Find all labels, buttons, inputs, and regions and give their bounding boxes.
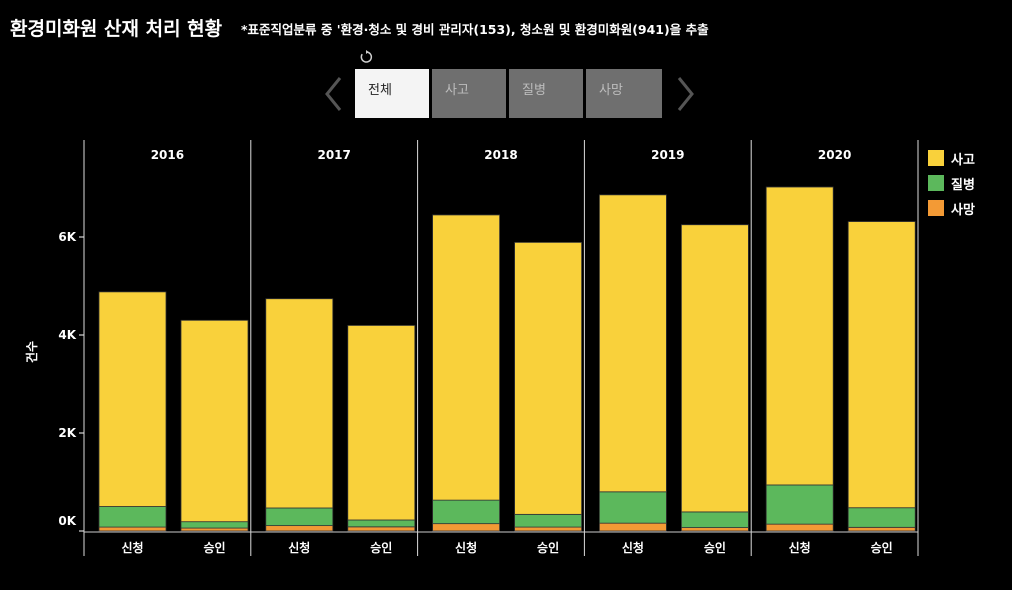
legend-swatch-death <box>928 200 944 216</box>
chevron-left-icon[interactable] <box>322 75 346 113</box>
bar-segment <box>681 225 748 512</box>
bar-segment <box>181 522 248 528</box>
category-label: 승인 <box>537 540 559 555</box>
bar-segment <box>766 485 833 524</box>
y-tick-label: 2K <box>58 426 76 440</box>
chart-title: 환경미화원 산재 처리 현황 <box>10 14 222 41</box>
bar-segment <box>181 528 248 531</box>
category-label: 신청 <box>288 540 310 555</box>
y-axis-label: 건수 <box>24 341 39 363</box>
bar-segment <box>348 325 415 520</box>
tab-death[interactable]: 사망 <box>586 69 662 118</box>
bar-segment <box>681 512 748 528</box>
year-label: 2018 <box>484 148 517 162</box>
bar-segment <box>599 492 666 523</box>
bar-segment <box>348 527 415 531</box>
tab-all[interactable]: 전체 <box>355 69 429 118</box>
y-tick-label: 6K <box>58 230 76 244</box>
tab-accident[interactable]: 사고 <box>432 69 506 118</box>
bar-segment <box>515 242 582 514</box>
bar-segment <box>599 195 666 492</box>
bar-segment <box>766 524 833 531</box>
chart-subtitle: *표준직업분류 중 '환경·청소 및 경비 관리자(153), 청소원 및 환경… <box>241 19 709 38</box>
category-label: 승인 <box>871 540 893 555</box>
year-label: 2017 <box>317 148 350 162</box>
bar-segment <box>99 507 166 528</box>
category-label: 승인 <box>370 540 392 555</box>
bar-segment <box>848 527 915 531</box>
y-tick-label: 0K <box>58 514 76 528</box>
legend-label: 질병 <box>951 174 975 193</box>
bar-segment <box>99 292 166 507</box>
y-tick-label: 4K <box>58 328 76 342</box>
category-label: 신청 <box>622 540 644 555</box>
legend-swatch-disease <box>928 175 944 191</box>
bar-segment <box>433 215 500 500</box>
bar-segment <box>266 299 333 508</box>
bar-segment <box>266 508 333 526</box>
bar-segment <box>99 527 166 531</box>
year-label: 2016 <box>151 148 184 162</box>
category-label: 신청 <box>455 540 477 555</box>
bar-segment <box>515 514 582 527</box>
legend-label: 사망 <box>951 199 975 218</box>
reset-icon[interactable] <box>359 50 373 64</box>
legend-label: 사고 <box>951 149 975 168</box>
bar-segment <box>766 187 833 485</box>
legend-swatch-accident <box>928 150 944 166</box>
chevron-right-icon[interactable] <box>673 75 697 113</box>
bar-segment <box>599 523 666 531</box>
category-label: 승인 <box>203 540 225 555</box>
year-label: 2019 <box>651 148 684 162</box>
bar-segment <box>515 527 582 531</box>
category-label: 신청 <box>121 540 143 555</box>
bar-segment <box>348 520 415 527</box>
bar-segment <box>433 500 500 524</box>
bar-segment <box>848 222 915 508</box>
category-label: 신청 <box>789 540 811 555</box>
bar-segment <box>681 528 748 531</box>
category-label: 승인 <box>704 540 726 555</box>
bar-segment <box>433 524 500 531</box>
bar-segment <box>848 508 915 528</box>
tab-disease[interactable]: 질병 <box>509 69 583 118</box>
year-label: 2020 <box>818 148 851 162</box>
bar-segment <box>181 320 248 521</box>
bar-segment <box>266 526 333 531</box>
